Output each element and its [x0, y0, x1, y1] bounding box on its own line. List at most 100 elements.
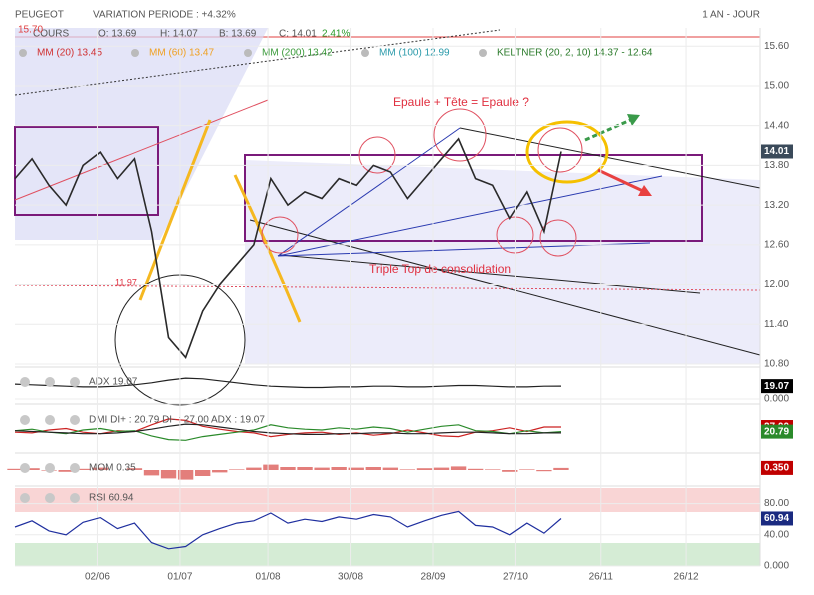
series-line [14, 377, 562, 389]
bar [126, 468, 143, 470]
bar [348, 467, 364, 470]
panel-label: DMI DI+ : 20.79 DI- : 27.00 ADX : 19.07 [89, 415, 265, 426]
legend-top: H: 14.07 [160, 29, 198, 40]
bar [92, 467, 108, 470]
legend-icon [361, 49, 369, 57]
y-tick-label: 12.00 [764, 279, 789, 290]
circle [539, 219, 577, 257]
series-line [14, 424, 562, 441]
series-line [14, 510, 562, 550]
shade [245, 160, 760, 364]
bar [433, 467, 450, 470]
y-tick-label: 15.60 [764, 41, 789, 52]
panel-icon [20, 463, 30, 473]
panel-icon [70, 463, 80, 473]
trend [277, 127, 461, 257]
x-tick-label: 30/08 [338, 572, 363, 583]
bar [212, 470, 228, 473]
legend-item: MM (100) 12.99 [379, 48, 450, 59]
price-tag [761, 379, 793, 394]
price-tag-label: 19.07 [764, 381, 789, 392]
bar [536, 470, 552, 472]
price-tag-label: 60.94 [764, 513, 789, 524]
bar [246, 467, 262, 470]
panel-label: RSI 60.94 [89, 493, 134, 504]
y-tick-label: 15.00 [764, 81, 789, 92]
panel-icon [20, 493, 30, 503]
bar [194, 470, 211, 476]
box [14, 126, 159, 216]
legend-top: O: 13.69 [98, 29, 137, 40]
legend-icon [479, 49, 487, 57]
price-tag [761, 460, 793, 475]
legend-item: MM (60) 13.47 [149, 48, 214, 59]
panel-icon [20, 415, 30, 425]
variation: VARIATION PERIODE : +4.32% [93, 10, 236, 21]
support [14, 284, 761, 291]
panel-icon [20, 377, 30, 387]
annotation: Triple Top de consolidation [369, 262, 511, 276]
panel-icon [45, 415, 55, 425]
y-tick-label: 11.40 [764, 319, 789, 330]
panel-icon [45, 377, 55, 387]
y-tick-label: 13.20 [764, 200, 789, 211]
bar [75, 468, 91, 470]
highlight [525, 120, 609, 184]
y-tick-label: 80.00 [764, 498, 789, 509]
bar [177, 470, 194, 480]
y-tick-label: 40.00 [764, 529, 789, 540]
bar [58, 470, 74, 472]
bar [382, 467, 399, 470]
price-tag [761, 424, 793, 439]
period: 1 AN - JOUR [702, 10, 760, 21]
panel-label: ADX 19.07 [89, 377, 138, 388]
stock-title: PEUGEOT [15, 10, 64, 21]
panel-icon [70, 493, 80, 503]
legend-icon [19, 49, 27, 57]
y-tick-label: 0.000 [764, 394, 789, 405]
bar [416, 468, 433, 470]
bar [553, 467, 569, 470]
trend [14, 99, 269, 201]
circle [358, 136, 396, 174]
panel-icon [45, 463, 55, 473]
price-tag [761, 144, 793, 159]
bar [263, 464, 279, 470]
x-tick-label: 27/10 [503, 572, 528, 583]
bar [297, 467, 313, 470]
bar [7, 468, 23, 470]
bar [160, 470, 177, 479]
legend-top: 2.41% [322, 29, 350, 40]
x-tick-label: 28/09 [420, 572, 445, 583]
circle [261, 216, 299, 254]
trend [459, 127, 761, 189]
arrow-head [627, 114, 640, 126]
trend [249, 219, 761, 356]
y-tick-label: 10.80 [764, 359, 789, 370]
price-tag [761, 511, 793, 526]
legend-top: B: 13.69 [219, 29, 257, 40]
arrow [584, 116, 636, 142]
legend-icon [131, 49, 139, 57]
legend-icon [244, 49, 252, 57]
y-tick-label: 13.80 [764, 160, 789, 171]
series-line [14, 137, 562, 359]
arrow [597, 168, 646, 194]
legend-top: COURS [33, 29, 69, 40]
bar [467, 468, 484, 470]
bar [280, 467, 296, 470]
circle [537, 127, 583, 173]
panel-label: MOM 0.35 [89, 463, 136, 474]
x-tick-label: 02/06 [85, 572, 110, 583]
circle [433, 108, 487, 162]
shade [15, 28, 268, 240]
bar [450, 466, 467, 470]
y-tick-label: 0.000 [764, 561, 789, 572]
legend-item: MM (200) 13.42 [262, 48, 333, 59]
annotation: Epaule + Tête = Epaule ? [393, 95, 529, 109]
trend [277, 175, 663, 257]
price-tag-label: 20.79 [764, 426, 789, 437]
bar [314, 467, 330, 470]
bar [331, 467, 347, 470]
